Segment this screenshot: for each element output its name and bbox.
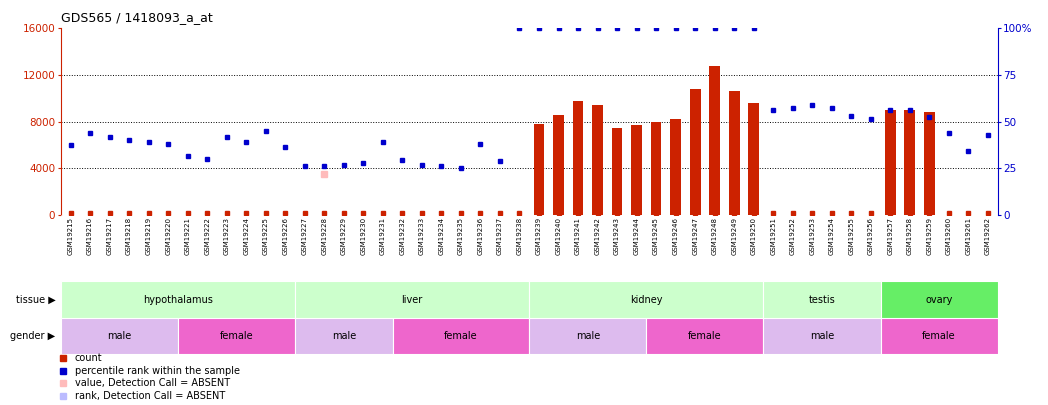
Text: GSM19221: GSM19221 bbox=[184, 217, 191, 255]
Text: GSM19222: GSM19222 bbox=[204, 217, 211, 255]
Text: liver: liver bbox=[401, 295, 422, 305]
Text: count: count bbox=[75, 353, 103, 363]
Bar bbox=[296, 281, 529, 318]
Text: GSM19250: GSM19250 bbox=[750, 217, 757, 255]
Text: GSM19249: GSM19249 bbox=[732, 217, 737, 255]
Text: testis: testis bbox=[809, 295, 835, 305]
Bar bbox=[671, 119, 681, 215]
Text: male: male bbox=[810, 331, 834, 341]
Bar bbox=[728, 91, 740, 215]
Text: GSM19262: GSM19262 bbox=[985, 217, 991, 255]
Bar bbox=[61, 318, 178, 354]
Bar bbox=[763, 318, 880, 354]
Text: GSM19256: GSM19256 bbox=[868, 217, 874, 255]
Text: GSM19257: GSM19257 bbox=[888, 217, 893, 255]
Text: GSM19258: GSM19258 bbox=[907, 217, 913, 255]
Bar bbox=[572, 100, 584, 215]
Text: GSM19254: GSM19254 bbox=[829, 217, 835, 255]
Text: GSM19233: GSM19233 bbox=[419, 217, 424, 256]
Bar bbox=[178, 318, 296, 354]
Bar bbox=[763, 281, 880, 318]
Text: GSM19240: GSM19240 bbox=[555, 217, 562, 255]
Text: GSM19239: GSM19239 bbox=[536, 217, 542, 256]
Text: GSM19246: GSM19246 bbox=[673, 217, 679, 255]
Text: GSM19216: GSM19216 bbox=[87, 217, 93, 256]
Bar bbox=[651, 122, 661, 215]
Text: percentile rank within the sample: percentile rank within the sample bbox=[75, 366, 240, 376]
Bar bbox=[61, 281, 296, 318]
Bar bbox=[709, 66, 720, 215]
Text: GSM19237: GSM19237 bbox=[497, 217, 503, 256]
Bar bbox=[885, 110, 896, 215]
Text: GSM19259: GSM19259 bbox=[926, 217, 933, 255]
Bar bbox=[592, 105, 603, 215]
Text: GSM19223: GSM19223 bbox=[223, 217, 230, 255]
Text: GSM19232: GSM19232 bbox=[399, 217, 406, 255]
Bar bbox=[690, 89, 700, 215]
Text: GSM19231: GSM19231 bbox=[379, 217, 386, 256]
Bar bbox=[529, 281, 763, 318]
Text: GSM19241: GSM19241 bbox=[575, 217, 581, 255]
Bar bbox=[904, 110, 915, 215]
Text: female: female bbox=[922, 331, 956, 341]
Text: GDS565 / 1418093_a_at: GDS565 / 1418093_a_at bbox=[61, 11, 213, 24]
Text: GSM19234: GSM19234 bbox=[438, 217, 444, 255]
Text: GSM19245: GSM19245 bbox=[653, 217, 659, 255]
Text: female: female bbox=[689, 331, 722, 341]
Text: GSM19215: GSM19215 bbox=[67, 217, 73, 255]
Bar bbox=[880, 318, 998, 354]
Bar bbox=[748, 103, 759, 215]
Text: GSM19228: GSM19228 bbox=[322, 217, 327, 255]
Text: GSM19217: GSM19217 bbox=[107, 217, 112, 256]
Text: GSM19235: GSM19235 bbox=[458, 217, 464, 255]
Bar bbox=[553, 115, 564, 215]
Text: hypothalamus: hypothalamus bbox=[143, 295, 213, 305]
Text: ovary: ovary bbox=[925, 295, 953, 305]
Text: GSM19230: GSM19230 bbox=[361, 217, 367, 256]
Text: tissue ▶: tissue ▶ bbox=[16, 295, 56, 305]
Bar bbox=[393, 318, 529, 354]
Bar bbox=[296, 318, 393, 354]
Text: GSM19260: GSM19260 bbox=[946, 217, 952, 256]
Text: GSM19251: GSM19251 bbox=[770, 217, 777, 255]
Text: GSM19242: GSM19242 bbox=[594, 217, 601, 255]
Text: rank, Detection Call = ABSENT: rank, Detection Call = ABSENT bbox=[75, 391, 225, 401]
Text: male: male bbox=[575, 331, 599, 341]
Text: GSM19243: GSM19243 bbox=[614, 217, 620, 255]
Text: female: female bbox=[444, 331, 478, 341]
Text: female: female bbox=[220, 331, 254, 341]
Text: GSM19252: GSM19252 bbox=[790, 217, 795, 255]
Text: GSM19248: GSM19248 bbox=[712, 217, 718, 255]
Bar bbox=[647, 318, 763, 354]
Text: GSM19218: GSM19218 bbox=[126, 217, 132, 256]
Bar bbox=[631, 125, 642, 215]
Text: GSM19236: GSM19236 bbox=[478, 217, 483, 256]
Text: GSM19261: GSM19261 bbox=[965, 217, 971, 256]
Text: GSM19229: GSM19229 bbox=[341, 217, 347, 255]
Text: value, Detection Call = ABSENT: value, Detection Call = ABSENT bbox=[75, 379, 231, 388]
Bar bbox=[533, 124, 544, 215]
Text: gender ▶: gender ▶ bbox=[10, 331, 56, 341]
Bar bbox=[924, 112, 935, 215]
Text: GSM19225: GSM19225 bbox=[263, 217, 268, 255]
Text: GSM19244: GSM19244 bbox=[634, 217, 639, 255]
Bar bbox=[612, 128, 623, 215]
Text: GSM19253: GSM19253 bbox=[809, 217, 815, 255]
Text: GSM19220: GSM19220 bbox=[166, 217, 171, 255]
Text: male: male bbox=[331, 331, 356, 341]
Text: GSM19247: GSM19247 bbox=[692, 217, 698, 255]
Bar bbox=[529, 318, 647, 354]
Text: GSM19255: GSM19255 bbox=[848, 217, 854, 255]
Text: GSM19219: GSM19219 bbox=[146, 217, 152, 256]
Text: GSM19227: GSM19227 bbox=[302, 217, 308, 255]
Bar bbox=[880, 281, 998, 318]
Text: male: male bbox=[107, 331, 131, 341]
Text: GSM19238: GSM19238 bbox=[517, 217, 523, 256]
Text: GSM19224: GSM19224 bbox=[243, 217, 249, 255]
Text: kidney: kidney bbox=[630, 295, 662, 305]
Text: GSM19226: GSM19226 bbox=[282, 217, 288, 255]
